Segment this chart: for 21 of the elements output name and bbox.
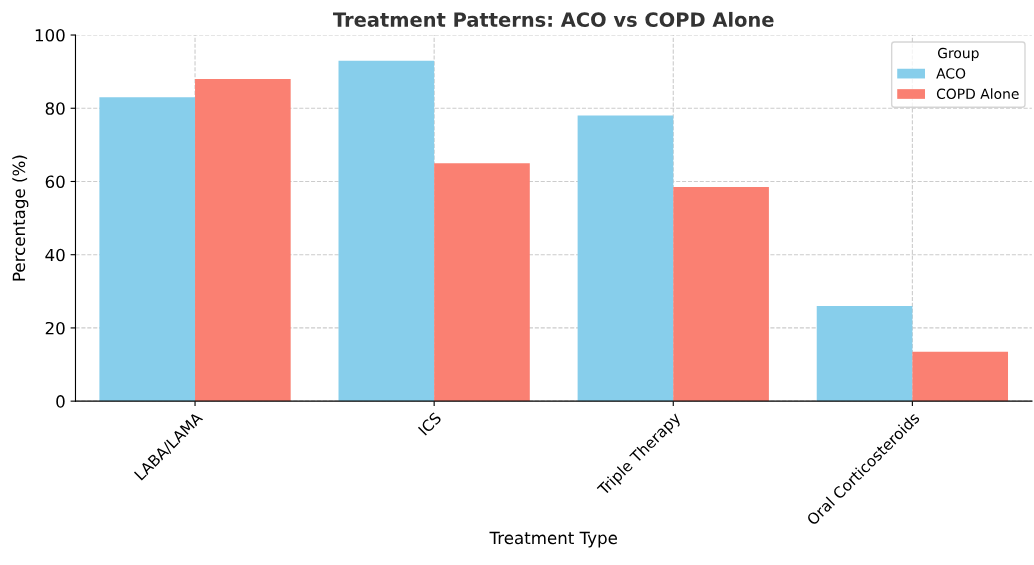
x-tick-label: ICS — [417, 411, 442, 436]
bar — [673, 186, 769, 402]
bar — [577, 115, 674, 402]
bar — [195, 78, 291, 402]
legend-label: ACO — [936, 68, 966, 79]
y-tick-label: 0 — [56, 395, 65, 408]
y-tick-label: 60 — [45, 175, 65, 189]
bar — [434, 163, 530, 402]
y-tick-label: 80 — [45, 102, 65, 115]
legend-title: Group — [937, 47, 979, 61]
x-axis-title: Treatment Type — [489, 531, 617, 548]
y-tick-label: 100 — [35, 28, 65, 42]
y-tick-label: 40 — [45, 248, 65, 262]
y-axis-title: Percentage (%) — [12, 155, 29, 281]
bar — [338, 60, 435, 402]
bar — [816, 305, 913, 402]
chart-title: Treatment Patterns: ACO vs COPD Alone — [333, 11, 774, 27]
legend-label: COPD Alone — [936, 88, 1019, 100]
bar — [99, 97, 196, 402]
bar — [912, 351, 1009, 402]
y-tick-label: 20 — [45, 321, 65, 335]
